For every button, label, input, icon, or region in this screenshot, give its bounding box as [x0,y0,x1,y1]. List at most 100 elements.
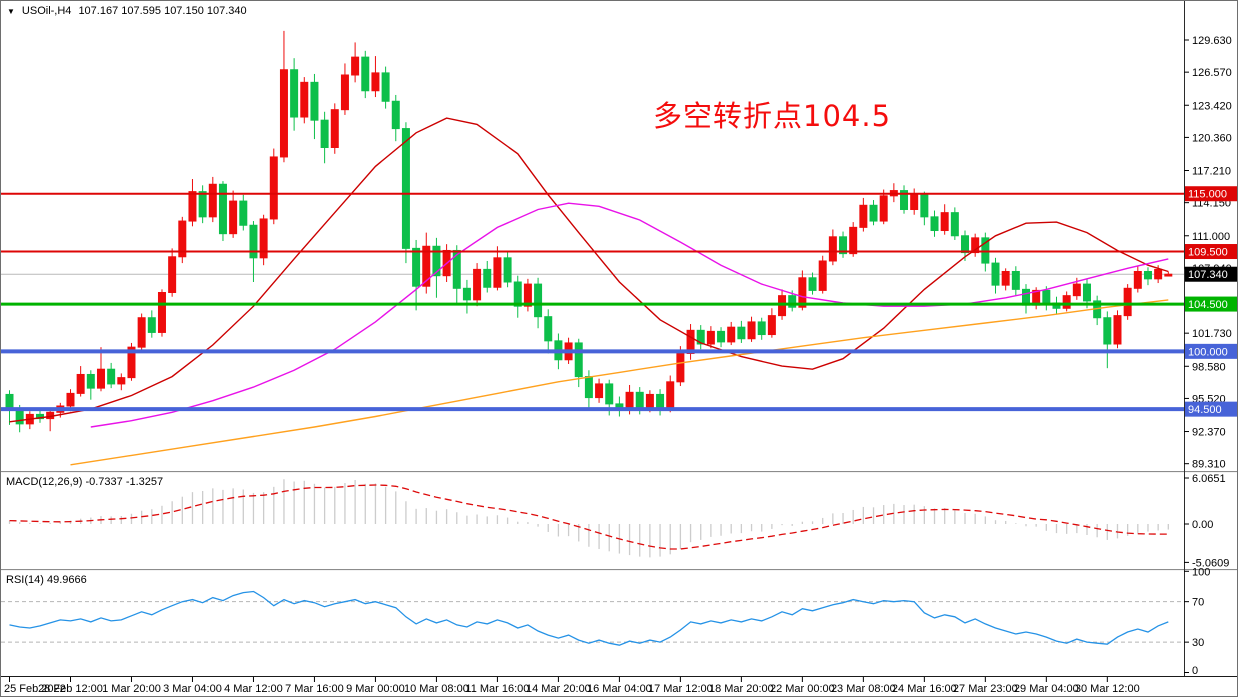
candle [1164,273,1173,277]
svg-text:4 Mar 12:00: 4 Mar 12:00 [224,683,283,695]
candle [188,191,197,222]
candle [534,283,543,318]
candle [1154,268,1163,280]
svg-text:17 Mar 12:00: 17 Mar 12:00 [648,683,713,695]
svg-text:22 Mar 00:00: 22 Mar 00:00 [770,683,835,695]
chart-symbol-dropdown-icon[interactable]: ▼ [7,6,15,16]
candle [432,245,441,277]
svg-text:92.370: 92.370 [1192,427,1226,439]
svg-text:109.500: 109.500 [1188,247,1228,259]
symbol-info-bar: ▼ USOil-,H4 107.167 107.595 107.150 107.… [7,5,247,17]
ohlc-values: 107.167 107.595 107.150 107.340 [78,5,247,17]
svg-text:100.000: 100.000 [1188,346,1228,358]
candle [656,393,665,409]
candle [961,235,970,254]
candle [940,212,949,232]
chart-text-annotation[interactable]: 多空转折点104.5 [653,99,892,133]
candle [35,413,44,420]
candle [310,81,319,121]
svg-text:120.360: 120.360 [1192,132,1232,144]
svg-text:3 Mar 04:00: 3 Mar 04:00 [163,683,222,695]
candle [147,317,156,333]
candle [818,260,827,291]
candle [778,295,787,317]
candle [1133,270,1142,289]
candle [127,346,136,379]
candle [645,393,654,408]
moving-averages-layer [9,117,1169,466]
candle [971,237,980,254]
rsi-panel [1,590,1184,646]
svg-text:100: 100 [1192,566,1210,578]
candle [351,56,360,76]
candles-layer [5,30,1173,433]
macd-indicator-label: MACD(12,26,9) -0.7337 -1.3257 [6,476,164,488]
svg-text:11 Mar 16:00: 11 Mar 16:00 [465,683,529,695]
candle [767,315,776,336]
candle [930,216,939,232]
macd-signal-line [9,484,1169,550]
svg-text:18 Mar 20:00: 18 Mar 20:00 [709,683,774,695]
svg-text:7 Mar 16:00: 7 Mar 16:00 [285,683,344,695]
svg-text:28 Feb 12:00: 28 Feb 12:00 [38,683,103,695]
candle [788,295,797,308]
candle [452,249,461,289]
candle [483,268,492,288]
svg-text:1 Mar 20:00: 1 Mar 20:00 [102,683,161,695]
candle [381,72,390,102]
candle [1001,270,1010,286]
candle [696,329,705,345]
candle [493,257,502,288]
candle [869,204,878,222]
candle [859,204,868,228]
candle [391,100,400,130]
candle [808,277,817,291]
candle [574,342,583,378]
candle [66,392,75,407]
candle [300,81,309,118]
candle [290,69,299,118]
candle [523,283,532,307]
candle [605,383,614,405]
svg-text:98.580: 98.580 [1192,361,1226,373]
candle [320,119,329,148]
svg-text:9 Mar 00:00: 9 Mar 00:00 [346,683,405,695]
candle [1042,289,1051,304]
svg-text:6.0651: 6.0651 [1192,473,1226,485]
candle [727,326,736,343]
candle [259,218,268,259]
svg-text:0: 0 [1192,665,1198,677]
candle [218,183,227,235]
svg-text:89.310: 89.310 [1192,459,1226,471]
svg-text:0.00: 0.00 [1192,519,1213,531]
svg-text:107.340: 107.340 [1188,269,1228,281]
candle [839,236,848,255]
candle [1103,317,1112,345]
ma-slow-orange-line [70,299,1169,466]
candle [5,393,14,409]
svg-text:115.000: 115.000 [1188,189,1227,201]
candle [361,56,370,92]
candle [340,74,349,111]
candle [462,287,471,301]
candle [991,262,1000,286]
candle [198,191,207,218]
candle [412,247,421,287]
svg-text:123.420: 123.420 [1192,100,1232,112]
candle [86,373,95,389]
svg-text:24 Mar 16:00: 24 Mar 16:00 [892,683,957,695]
svg-text:104.500: 104.500 [1188,299,1228,311]
candle [1011,270,1020,290]
candle [473,268,482,301]
candle [686,329,695,354]
price-axis[interactable]: 129.630126.570123.420120.360117.210114.1… [1184,35,1238,677]
candle [117,377,126,385]
candle [706,330,715,345]
candle [828,236,837,262]
svg-text:30: 30 [1192,637,1204,649]
candle [584,376,593,399]
candle [757,321,766,336]
candle [910,194,919,210]
